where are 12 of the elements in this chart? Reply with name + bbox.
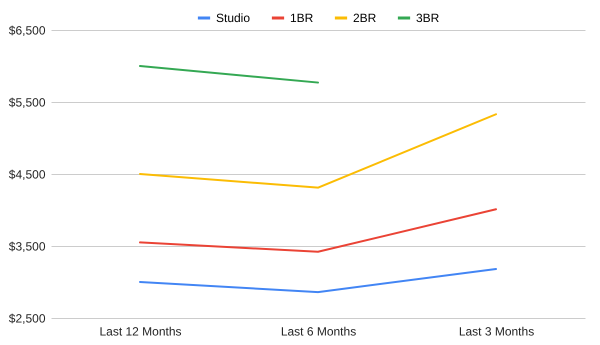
x-tick-label: Last 3 Months	[458, 324, 534, 338]
x-tick-label: Last 6 Months	[280, 324, 356, 338]
y-tick-label: $5,500	[8, 96, 46, 110]
legend-label: 3BR	[416, 11, 440, 25]
legend-label: 2BR	[353, 11, 377, 25]
y-tick-label: $4,500	[8, 168, 46, 182]
y-tick-label: $6,500	[8, 24, 46, 38]
legend-label: Studio	[216, 11, 250, 25]
y-tick-label: $3,500	[8, 240, 46, 254]
legend-label: 1BR	[290, 11, 314, 25]
x-tick-label: Last 12 Months	[99, 324, 182, 338]
y-tick-label: $2,500	[8, 312, 46, 326]
